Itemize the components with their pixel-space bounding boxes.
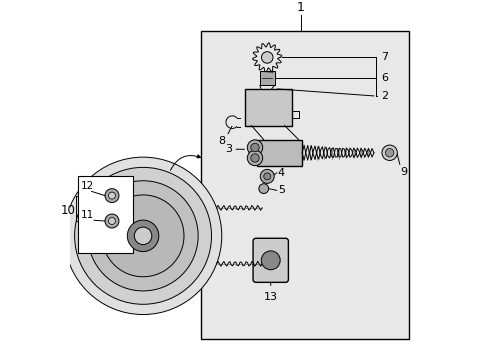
Circle shape <box>75 167 211 304</box>
Circle shape <box>64 157 222 315</box>
Text: 8: 8 <box>218 136 225 146</box>
Text: 6: 6 <box>380 73 387 84</box>
Text: 4: 4 <box>277 168 285 178</box>
Text: 11: 11 <box>81 210 94 220</box>
Circle shape <box>261 52 272 63</box>
Text: 12: 12 <box>81 181 94 192</box>
Text: 2: 2 <box>380 91 387 101</box>
Circle shape <box>247 140 262 155</box>
Text: 3: 3 <box>225 144 232 154</box>
Circle shape <box>88 181 198 291</box>
Circle shape <box>247 150 262 166</box>
Circle shape <box>263 173 270 180</box>
Bar <box>256 140 302 166</box>
Text: 9: 9 <box>399 167 407 177</box>
FancyBboxPatch shape <box>253 238 288 282</box>
Circle shape <box>258 184 268 194</box>
Text: 10: 10 <box>61 204 76 217</box>
Circle shape <box>108 217 115 225</box>
Circle shape <box>250 154 259 162</box>
Text: 13: 13 <box>263 292 277 302</box>
Bar <box>244 89 291 126</box>
Circle shape <box>385 149 393 157</box>
Bar <box>78 176 132 253</box>
Circle shape <box>102 195 183 277</box>
Circle shape <box>250 143 259 152</box>
Bar <box>259 71 274 85</box>
Circle shape <box>108 192 115 199</box>
Circle shape <box>260 169 274 183</box>
Circle shape <box>134 227 151 244</box>
Circle shape <box>261 251 280 270</box>
Circle shape <box>127 220 159 252</box>
Circle shape <box>105 214 119 228</box>
Text: 7: 7 <box>380 53 387 62</box>
Text: 5: 5 <box>277 185 284 195</box>
Circle shape <box>381 145 397 161</box>
Text: 1: 1 <box>296 1 304 14</box>
Circle shape <box>105 189 119 203</box>
Bar <box>201 31 408 339</box>
